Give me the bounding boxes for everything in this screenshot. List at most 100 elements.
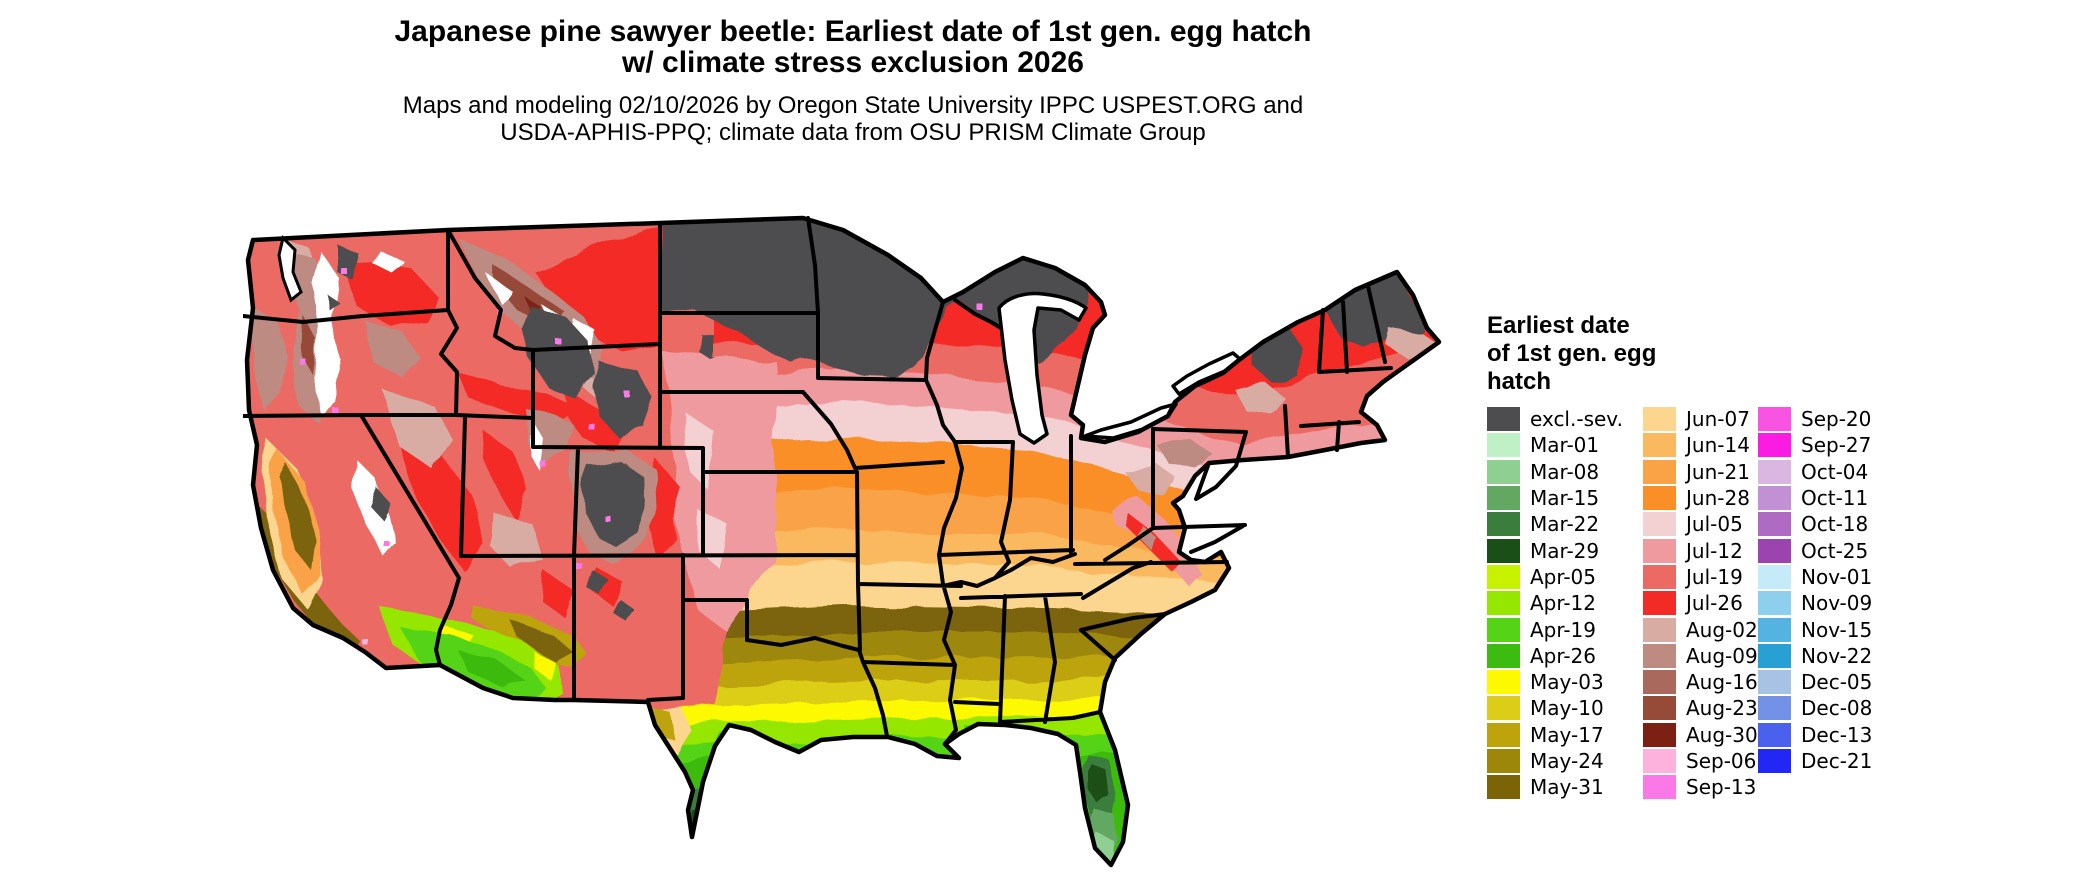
legend-item: Sep-20 — [1758, 406, 1872, 432]
legend-item: Dec-21 — [1758, 748, 1872, 774]
legend-label: Mar-22 — [1530, 512, 1600, 537]
legend-item: May-17 — [1487, 722, 1623, 748]
legend-label: Jul-26 — [1686, 591, 1743, 616]
legend-item: Oct-25 — [1758, 537, 1872, 563]
legend-title: Earliest date of 1st gen. egg hatch — [1487, 312, 2087, 396]
legend-swatch — [1758, 538, 1791, 563]
legend-swatch — [1758, 722, 1791, 747]
legend-item: Nov-15 — [1758, 616, 1872, 642]
legend-item: Oct-18 — [1758, 511, 1872, 537]
legend-swatch — [1643, 564, 1676, 589]
legend-swatch — [1643, 670, 1676, 695]
legend-label: Oct-18 — [1801, 512, 1869, 537]
map-subtitle-line2: USDA-APHIS-PPQ; climate data from OSU PR… — [500, 119, 1206, 146]
legend-title-line1: Earliest date — [1487, 312, 1630, 339]
legend-label: Apr-05 — [1530, 564, 1596, 589]
legend-label: Oct-04 — [1801, 459, 1869, 484]
legend-item: Jul-26 — [1643, 590, 1758, 616]
map-title-line2: w/ climate stress exclusion 2026 — [622, 46, 1084, 79]
legend-item: Mar-22 — [1487, 511, 1623, 537]
us-outline — [244, 215, 1442, 868]
legend-item: Aug-09 — [1643, 643, 1758, 669]
legend-label: excl.-sev. — [1530, 407, 1623, 432]
legend-swatch — [1758, 749, 1791, 773]
legend-item: excl.-sev. — [1487, 406, 1623, 432]
legend-label: Jul-12 — [1686, 538, 1743, 563]
legend-item: Sep-27 — [1758, 432, 1872, 458]
legend-label: Mar-08 — [1530, 459, 1600, 484]
legend-swatch — [1758, 564, 1791, 589]
legend-item: Apr-19 — [1487, 616, 1623, 642]
legend-swatch — [1487, 643, 1520, 668]
map-title: Japanese pine sawyer beetle: Earliest da… — [0, 16, 1706, 78]
legend-swatch — [1487, 617, 1520, 642]
legend-label: May-24 — [1530, 749, 1604, 773]
legend-title-line3: hatch — [1487, 368, 1552, 395]
legend-label: Nov-22 — [1801, 643, 1873, 668]
legend-label: Aug-30 — [1686, 722, 1758, 747]
legend-column: Sep-20 Sep-27 Oct-04 Oct-11 Oct-18 Oct-25 Nov-… — [1758, 406, 1872, 774]
legend-item: Apr-12 — [1487, 590, 1623, 616]
legend-label: Jun-28 — [1686, 486, 1750, 511]
legend-label: Sep-06 — [1686, 749, 1757, 773]
us-map-svg — [241, 215, 1442, 868]
legend-label: Aug-16 — [1686, 670, 1758, 695]
legend-label: May-17 — [1530, 722, 1604, 747]
legend-item: Dec-13 — [1758, 722, 1872, 748]
legend-swatch — [1487, 407, 1520, 432]
legend-item: Oct-04 — [1758, 459, 1872, 485]
legend-label: Oct-25 — [1801, 538, 1869, 563]
legend-swatch — [1643, 433, 1676, 458]
legend-item: May-10 — [1487, 695, 1623, 721]
legend-swatch — [1758, 643, 1791, 668]
legend-label: Aug-09 — [1686, 643, 1758, 668]
legend-label: Jul-19 — [1686, 564, 1743, 589]
legend-swatch — [1643, 749, 1676, 773]
legend-label: Sep-13 — [1686, 775, 1757, 800]
legend-swatch — [1487, 670, 1520, 695]
legend-swatch — [1643, 486, 1676, 511]
legend-item: Dec-05 — [1758, 669, 1872, 695]
legend-swatch — [1758, 407, 1791, 432]
legend-label: Nov-15 — [1801, 617, 1873, 642]
legend-item: Mar-01 — [1487, 432, 1623, 458]
legend-label: Aug-23 — [1686, 696, 1758, 721]
legend-swatch — [1758, 459, 1791, 484]
legend-label: Dec-05 — [1801, 670, 1873, 695]
legend-column: excl.-sev. Mar-01 Mar-08 Mar-15 Mar-22 Mar-29… — [1487, 406, 1623, 800]
legend-swatch — [1487, 512, 1520, 537]
legend-item: Sep-06 — [1643, 748, 1758, 774]
legend-swatch — [1487, 459, 1520, 484]
legend-title-line2: of 1st gen. egg — [1487, 340, 1657, 367]
legend-label: Nov-01 — [1801, 564, 1873, 589]
legend-swatch — [1487, 749, 1520, 773]
us-map — [241, 210, 1463, 890]
legend-label: Apr-12 — [1530, 591, 1596, 616]
legend-item: Aug-16 — [1643, 669, 1758, 695]
legend-swatch — [1643, 459, 1676, 484]
legend-item: Nov-09 — [1758, 590, 1872, 616]
legend-item: Nov-22 — [1758, 643, 1872, 669]
legend-label: Jun-07 — [1686, 407, 1750, 432]
legend-swatch — [1643, 722, 1676, 747]
map-subtitle-line1: Maps and modeling 02/10/2026 by Oregon S… — [402, 92, 1304, 119]
legend-item: Jul-19 — [1643, 564, 1758, 590]
legend-item: Jun-07 — [1643, 406, 1758, 432]
legend-column: Jun-07 Jun-14 Jun-21 Jun-28 Jul-05 Jul-12 Jul-… — [1643, 406, 1758, 800]
legend-label: Nov-09 — [1801, 591, 1873, 616]
legend-swatch — [1487, 696, 1520, 721]
legend-item: Dec-08 — [1758, 695, 1872, 721]
legend-swatch — [1643, 407, 1676, 432]
legend-item: May-24 — [1487, 748, 1623, 774]
lake-michigan — [997, 291, 1088, 445]
puget-sound — [277, 235, 303, 303]
legend-swatch — [1758, 617, 1791, 642]
legend-label: Sep-20 — [1801, 407, 1872, 432]
state-borders — [241, 216, 1393, 746]
legend-swatch — [1758, 486, 1791, 511]
legend-item: Jun-14 — [1643, 432, 1758, 458]
legend-label: May-03 — [1530, 670, 1604, 695]
legend-item: Aug-30 — [1643, 722, 1758, 748]
legend-swatch — [1758, 670, 1791, 695]
